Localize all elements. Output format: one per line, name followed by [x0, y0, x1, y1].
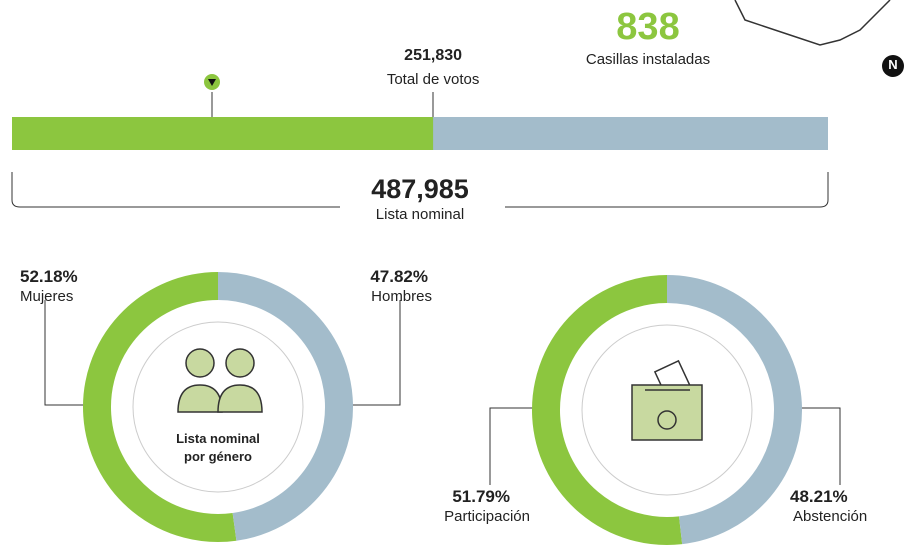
donut-segment: [532, 275, 683, 545]
value-label: 51.79%: [452, 487, 510, 506]
map-outline: [734, 0, 891, 46]
category-label: Hombres: [371, 288, 432, 305]
value-label: 52.18%: [20, 267, 78, 286]
donut-segment: [83, 272, 237, 542]
compass: [882, 55, 904, 77]
casillas-label: Casillas instaladas: [585, 51, 711, 68]
casillas-value: 838: [616, 6, 680, 48]
value-label: 47.82%: [370, 267, 428, 286]
votes-label: Total de votos: [386, 71, 480, 88]
total-label: Lista nominal: [375, 206, 465, 223]
donut-title: Lista nominal por género: [176, 431, 260, 464]
total-value: 487,985: [371, 174, 469, 204]
category-label: Participación: [444, 508, 530, 525]
category-label: Mujeres: [20, 288, 74, 305]
donut-segment: [666, 275, 802, 545]
donut-segment: [217, 272, 353, 541]
compass-label: N: [888, 57, 898, 72]
inner-ring: [581, 324, 753, 496]
category-label: Abstención: [793, 508, 868, 525]
marker-arrow: [208, 79, 216, 86]
inner-ring: [132, 321, 304, 493]
bar-votes: [12, 117, 434, 150]
bracket: [11, 172, 829, 208]
votes-value: 251,830: [404, 47, 463, 64]
ballot-icon: [631, 359, 703, 441]
value-label: 48.21%: [790, 487, 848, 506]
connectors-2: [489, 407, 841, 485]
people-icon: [177, 348, 263, 413]
